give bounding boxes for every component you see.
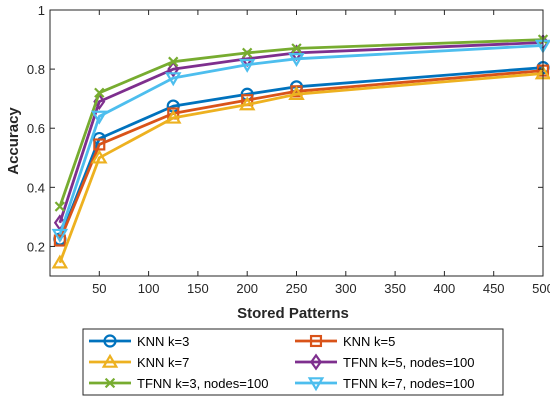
x-tick-label: 400: [434, 281, 456, 296]
data-point: [167, 60, 180, 78]
legend-swatch-marker: [309, 353, 323, 371]
data-point: [288, 86, 305, 101]
data-point: [242, 47, 253, 59]
legend: KNN k=3 KNN k=5 KNN k=7 TFNN k=5, nodes=100…: [82, 328, 504, 396]
series-line: [58, 72, 544, 264]
x-tick-label: 250: [286, 281, 308, 296]
data-point: [291, 43, 302, 54]
series-line: [58, 44, 544, 236]
legend-swatch-marker: [307, 377, 325, 392]
legend-entry: TFNN k=5, nodes=100: [295, 353, 475, 371]
data-point: [164, 72, 182, 87]
x-tick-label: 200: [236, 281, 258, 296]
x-tick-label: 350: [384, 281, 406, 296]
y-tick-label: 0.2: [27, 239, 45, 254]
data-point: [91, 149, 108, 164]
data-point: [51, 254, 69, 269]
series-line: [58, 69, 544, 242]
data-point: [164, 109, 182, 124]
legend-box: [82, 328, 504, 396]
data-point: [238, 58, 256, 73]
x-tick-label: 50: [92, 281, 106, 296]
x-tick-label: 500: [532, 281, 550, 296]
legend-label: TFNN k=3, nodes=100: [137, 376, 269, 391]
legend-entry: KNN k=3: [89, 334, 189, 349]
legend-entry: KNN k=5: [295, 334, 395, 349]
series-6: [51, 39, 550, 243]
data-point: [288, 52, 305, 67]
x-tick-label: 100: [138, 281, 160, 296]
legend-label: TFNN k=5, nodes=100: [343, 355, 475, 370]
y-axis-title: Accuracy: [5, 107, 22, 175]
series-3: [51, 65, 550, 269]
data-point: [53, 234, 66, 247]
legend-swatch-marker: [103, 334, 117, 348]
x-axis-title: Stored Patterns: [237, 305, 349, 322]
legend-entry: TFNN k=7, nodes=100: [295, 376, 475, 392]
data-point: [51, 228, 69, 243]
y-tick-label: 1: [38, 3, 45, 18]
data-point: [54, 201, 66, 212]
series-line: [58, 66, 544, 240]
x-tick-label: 450: [483, 281, 505, 296]
axes: 50 100 150 200 250 300 350 400 450 500 0.2 0.4 0.6 0.…: [27, 3, 550, 296]
y-tick-label: 0.6: [27, 121, 45, 136]
x-tick-label: 300: [335, 281, 357, 296]
legend-entry: KNN k=7: [89, 353, 189, 370]
legend-swatch-marker: [309, 334, 323, 348]
legend-swatch-marker: [101, 353, 119, 368]
data-point: [94, 87, 105, 98]
legend-entry: TFNN k=3, nodes=100: [89, 376, 269, 391]
data-point: [238, 96, 256, 111]
data-point: [93, 138, 106, 151]
data-point: [168, 56, 179, 67]
legend-label: KNN k=5: [343, 334, 395, 349]
legend-label: TFNN k=7, nodes=100: [343, 376, 475, 391]
y-tick-label: 0.8: [27, 62, 45, 77]
legend-swatch-marker: [104, 377, 116, 389]
data-point: [91, 110, 108, 125]
plot-area: [51, 34, 550, 269]
legend-label: KNN k=7: [137, 355, 189, 370]
y-tick-label: 0.4: [27, 180, 45, 195]
series-line: [58, 41, 544, 224]
legend-label: KNN k=3: [137, 334, 189, 349]
x-tick-label: 150: [187, 281, 209, 296]
